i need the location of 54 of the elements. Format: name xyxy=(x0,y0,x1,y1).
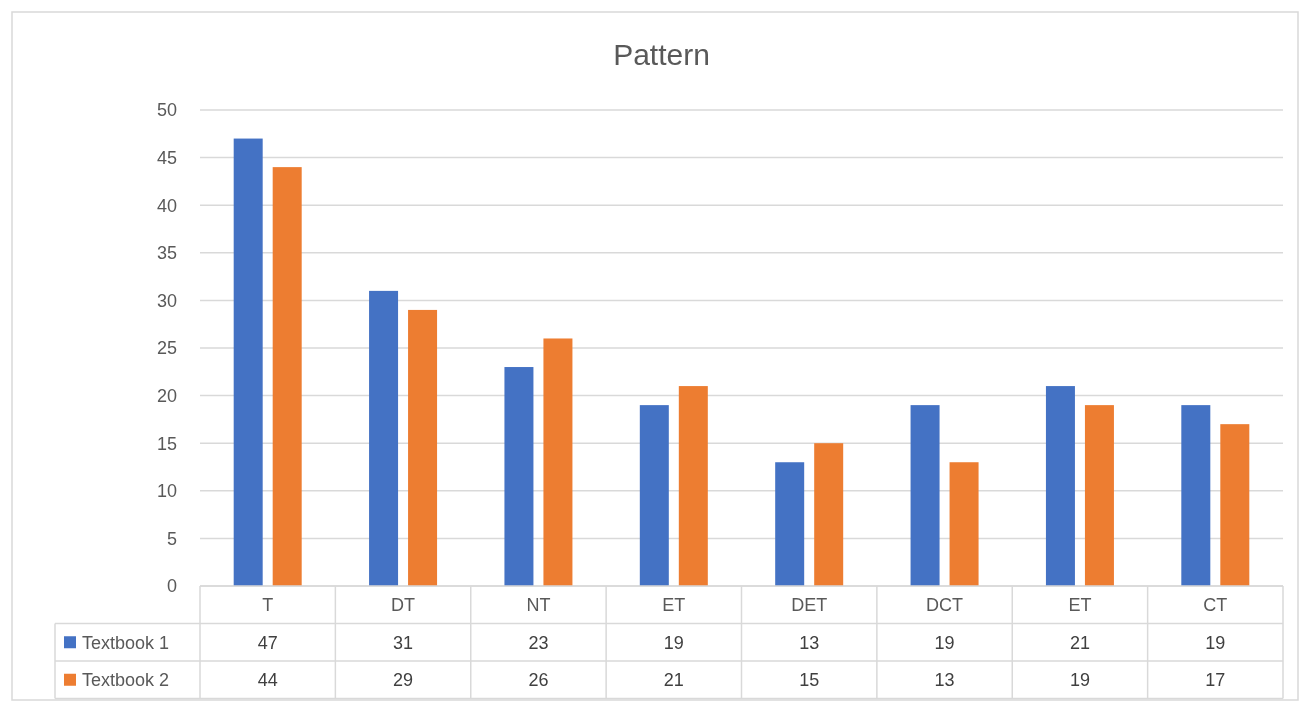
bar xyxy=(949,462,979,586)
data-label: 13 xyxy=(934,670,955,691)
bar xyxy=(639,405,669,586)
data-label: 17 xyxy=(1205,670,1226,691)
chart-title: Pattern xyxy=(613,38,710,71)
y-tick-label: 25 xyxy=(156,338,177,359)
bar xyxy=(1220,424,1250,586)
bar xyxy=(408,309,438,586)
legend-label: Textbook 1 xyxy=(82,632,170,653)
bar xyxy=(369,290,399,586)
bar xyxy=(233,138,263,586)
x-tick-label: ET xyxy=(1068,595,1092,616)
x-tick-label: DCT xyxy=(926,595,964,616)
x-tick-label: DET xyxy=(791,595,828,616)
x-tick-label: ET xyxy=(662,595,686,616)
x-tick-label: DT xyxy=(391,595,416,616)
data-label: 19 xyxy=(1069,670,1090,691)
x-tick-label: CT xyxy=(1203,595,1228,616)
data-label: 23 xyxy=(528,632,549,653)
bar xyxy=(272,167,302,586)
bar xyxy=(678,386,708,586)
data-label: 31 xyxy=(393,632,414,653)
data-label: 15 xyxy=(799,670,820,691)
y-tick-label: 20 xyxy=(156,385,177,406)
legend-label: Textbook 2 xyxy=(82,670,170,691)
y-tick-label: 10 xyxy=(156,481,177,502)
y-tick-label: 45 xyxy=(156,147,177,168)
data-label: 19 xyxy=(663,632,684,653)
data-label: 21 xyxy=(663,670,684,691)
x-tick-label: T xyxy=(262,595,274,616)
y-tick-label: 5 xyxy=(166,528,177,549)
data-label: 19 xyxy=(1205,632,1226,653)
bar xyxy=(814,443,844,586)
y-tick-label: 15 xyxy=(156,433,177,454)
bar xyxy=(1084,405,1114,586)
data-label: 44 xyxy=(257,670,278,691)
bar xyxy=(910,405,940,586)
data-label: 13 xyxy=(799,632,820,653)
y-tick-label: 0 xyxy=(166,576,177,597)
bar xyxy=(1181,405,1211,586)
data-label: 21 xyxy=(1069,632,1090,653)
x-tick-label: NT xyxy=(526,595,551,616)
y-tick-label: 40 xyxy=(156,195,177,216)
y-tick-label: 30 xyxy=(156,290,177,311)
y-tick-label: 50 xyxy=(156,100,177,121)
bar xyxy=(504,367,534,586)
y-tick-label: 35 xyxy=(156,243,177,264)
data-label: 29 xyxy=(393,670,414,691)
data-label: 19 xyxy=(934,632,955,653)
bar xyxy=(775,462,805,586)
data-label: 26 xyxy=(528,670,549,691)
data-label: 47 xyxy=(257,632,278,653)
bar xyxy=(543,338,573,586)
bar xyxy=(1045,386,1075,586)
